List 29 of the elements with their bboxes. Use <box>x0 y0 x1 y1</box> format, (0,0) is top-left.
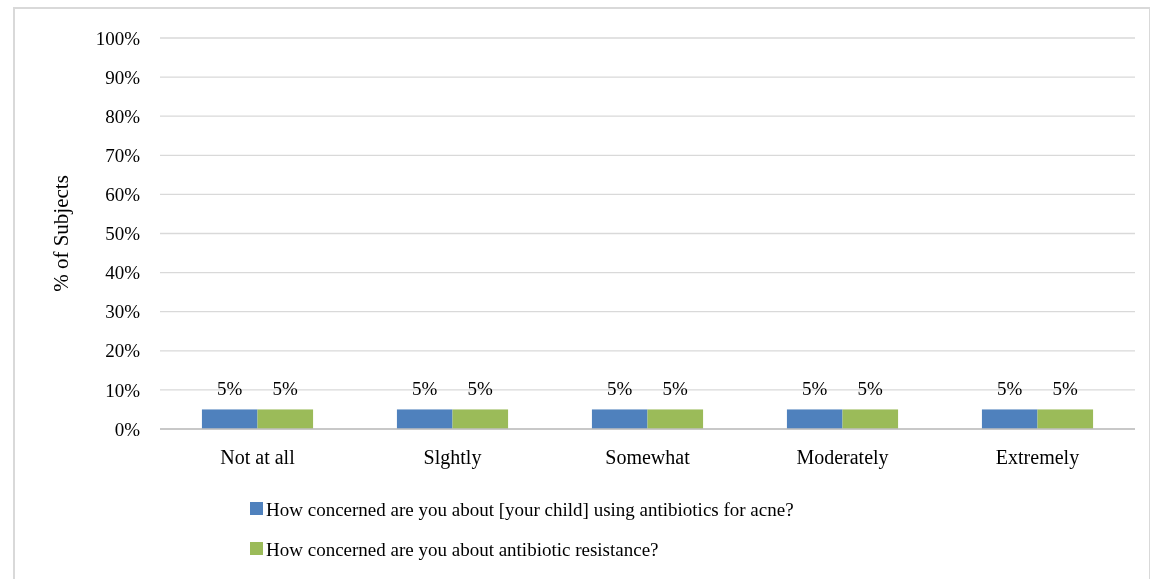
data-label: 5% <box>272 378 299 400</box>
x-tick-label: Extremely <box>995 446 1080 469</box>
y-tick-label: 10% <box>105 379 141 401</box>
y-tick-label: 40% <box>105 262 141 284</box>
x-tick-label: Not at all <box>220 446 296 468</box>
y-tick-label: 50% <box>105 223 141 245</box>
x-tick-label: Slghtly <box>423 446 482 469</box>
y-tick-label: 80% <box>105 105 141 127</box>
x-tick-label: Moderately <box>796 446 889 469</box>
y-tick-label: 60% <box>105 184 141 206</box>
y-tick-label: 100% <box>95 27 141 49</box>
legend-label: How concerned are you about [your child] using antibiotics for acne? <box>266 498 794 520</box>
data-label: 5% <box>467 378 494 400</box>
data-label: 5% <box>607 378 633 400</box>
data-label: 5% <box>857 378 884 400</box>
data-label: 5% <box>217 378 243 400</box>
y-tick-label: 0% <box>114 418 141 440</box>
data-label: 5% <box>662 378 689 400</box>
x-tick-label: Somewhat <box>605 446 691 468</box>
data-label: 5% <box>1052 378 1079 400</box>
y-tick-label: 30% <box>105 301 141 323</box>
y-tick-label: 90% <box>105 66 141 88</box>
y-axis-title: % of Subjects <box>49 175 73 292</box>
data-label: 5% <box>997 378 1023 400</box>
data-label: 5% <box>412 378 438 400</box>
y-tick-label: 70% <box>105 144 141 166</box>
y-tick-label: 20% <box>105 340 141 362</box>
legend-label: How concerned are you about antibiotic resistance? <box>266 538 659 560</box>
data-label: 5% <box>802 378 828 400</box>
